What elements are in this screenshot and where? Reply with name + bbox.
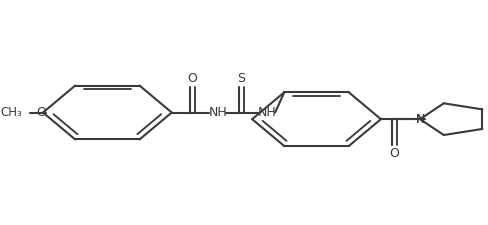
Text: O: O (390, 147, 400, 160)
Text: N: N (415, 113, 425, 126)
Text: N: N (415, 113, 425, 126)
Text: NH: NH (258, 106, 276, 119)
Text: O: O (36, 106, 46, 119)
Text: NH: NH (208, 106, 227, 119)
Text: O: O (187, 72, 197, 85)
Text: S: S (238, 72, 245, 85)
Text: CH₃: CH₃ (0, 106, 22, 119)
